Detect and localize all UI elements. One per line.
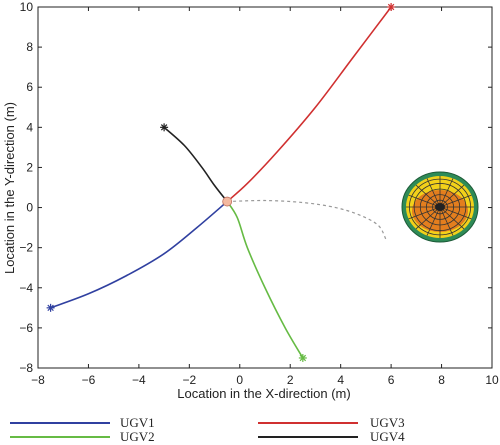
x-tick-label: 4 <box>337 373 344 387</box>
center-point <box>222 196 233 207</box>
x-tick-label: −4 <box>132 373 146 387</box>
y-tick-label: 0 <box>26 201 33 215</box>
legend: UGV1 UGV3 UGV2 UGV4 <box>10 415 405 444</box>
x-tick-label: 6 <box>388 373 395 387</box>
y-tick-label: 4 <box>26 120 33 134</box>
start-marker-ugv3 <box>387 3 396 11</box>
dashed-trajectory <box>227 199 387 240</box>
dashed-path <box>227 199 387 240</box>
x-tick-label: −8 <box>31 373 45 387</box>
series-lines <box>50 6 392 359</box>
legend-label: UGV1 <box>120 415 155 430</box>
legend-item-ugv2: UGV2 <box>10 429 155 444</box>
y-tick-label: 8 <box>26 40 33 54</box>
series-line-ugv2 <box>226 201 304 359</box>
x-axis-label: Location in the X-direction (m) <box>177 386 350 401</box>
y-tick-label: −4 <box>19 281 33 295</box>
start-marker-ugv4 <box>160 123 169 132</box>
legend-item-ugv4: UGV4 <box>258 429 405 444</box>
legend-label: UGV2 <box>120 429 155 444</box>
target-grid-icon <box>401 171 479 243</box>
x-tick-label: −2 <box>182 373 196 387</box>
x-tick-label: −6 <box>82 373 96 387</box>
y-tick-label: −2 <box>19 241 33 255</box>
series-line-ugv1 <box>50 200 228 309</box>
endpoint-markers <box>46 3 396 362</box>
series-line-ugv4 <box>163 126 228 203</box>
y-tick-label: 10 <box>20 0 34 14</box>
legend-label: UGV3 <box>370 415 405 430</box>
legend-item-ugv3: UGV3 <box>258 415 405 430</box>
x-tick-label: 2 <box>287 373 294 387</box>
start-marker-ugv2 <box>298 353 307 362</box>
y-axis-label: Location in the Y-direction (m) <box>2 102 17 274</box>
x-tick-label: 10 <box>485 373 499 387</box>
y-tick-label: −6 <box>19 321 33 335</box>
series-line-ugv3 <box>226 6 392 203</box>
legend-item-ugv1: UGV1 <box>10 415 155 430</box>
x-tick-label: 8 <box>438 373 445 387</box>
plot-frame <box>37 6 493 369</box>
legend-label: UGV4 <box>370 429 405 444</box>
y-tick-label: 2 <box>26 160 33 174</box>
start-marker-ugv1 <box>46 303 55 312</box>
y-tick-label: 6 <box>26 80 33 94</box>
axes: −8 −6 −4 −2 0 2 4 6 8 10 −8 −6 −4 −2 0 2 4 6 8 10 <box>19 0 499 387</box>
y-tick-label: −8 <box>19 361 33 375</box>
x-tick-label: 0 <box>236 373 243 387</box>
